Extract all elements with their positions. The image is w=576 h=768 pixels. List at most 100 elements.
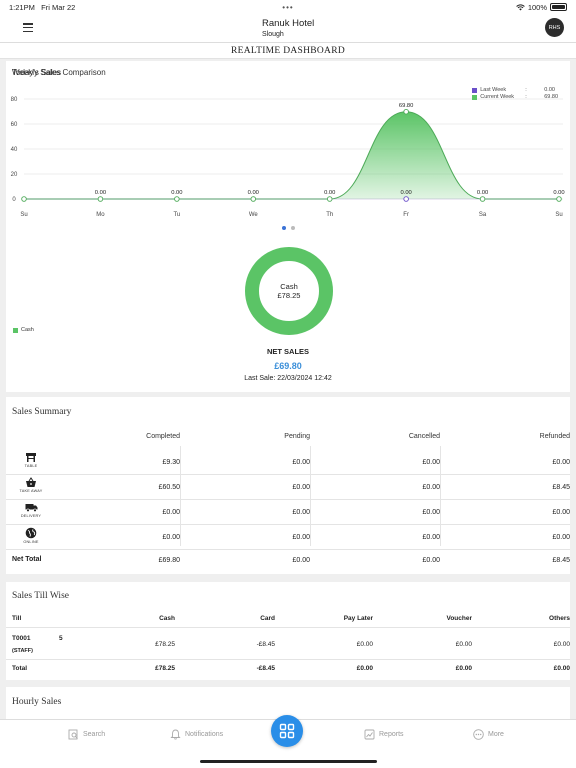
pager-dot-active[interactable] <box>282 226 286 230</box>
till-others: £0.00 <box>553 641 570 648</box>
current-week-point <box>479 196 486 202</box>
current-week-point <box>250 196 257 202</box>
column-voucher: Voucher <box>446 615 472 622</box>
donut-value: £78.25 <box>277 291 301 300</box>
todays-sales-title: Today's Sales <box>12 68 62 77</box>
data-label: 0.00 <box>95 190 106 196</box>
summary-row-takeaway[interactable]: TAKE AWAY £60.50 £0.00 £0.00 £8.45 <box>6 475 570 500</box>
till-pay-later: £0.00 <box>356 641 373 648</box>
x-tick-label: Mo <box>96 212 105 218</box>
chart-pager[interactable] <box>282 226 295 230</box>
donut-category: Cash <box>280 282 298 291</box>
tab-notifications[interactable]: Notifications <box>170 729 223 740</box>
current-week-point <box>326 196 333 202</box>
x-tick-label: Su <box>555 212 562 218</box>
bell-icon <box>170 729 181 740</box>
x-tick-label: Sa <box>479 212 487 218</box>
last-sale-text: Last Sale: 22/03/2024 12:42 <box>244 375 332 382</box>
multitasking-dots[interactable]: ••• <box>282 2 294 12</box>
net-total-cancelled: £0.00 <box>422 557 440 564</box>
wifi-icon <box>516 3 525 10</box>
weekly-sales-card: Weekly Sales Comparison 0 20 40 60 80 Su Mo Tu W… <box>6 61 570 392</box>
till-card: -£8.45 <box>256 641 275 648</box>
column-card: Card <box>260 615 275 622</box>
home-indicator[interactable] <box>200 760 377 763</box>
battery-icon <box>550 3 567 11</box>
summary-row-type: DELIVERY <box>18 502 44 518</box>
refunded-value: £8.45 <box>552 484 570 491</box>
todays-sales-donut[interactable]: Cash £78.25 <box>244 246 334 336</box>
sales-till-wise-card: Sales Till Wise Till Cash Card Pay Later… <box>6 582 570 680</box>
row-divider <box>6 659 570 660</box>
takeaway-basket-icon <box>26 477 36 487</box>
pager-dot[interactable] <box>291 226 295 230</box>
net-sales-label: NET SALES <box>266 347 310 356</box>
table-icon <box>26 453 36 462</box>
hamburger-menu-icon[interactable] <box>23 23 33 32</box>
legend-swatch-last-week <box>472 88 478 93</box>
till-voucher: £0.00 <box>455 641 472 648</box>
cancelled-value: £0.00 <box>422 509 440 516</box>
total-others: £0.00 <box>553 665 570 672</box>
donut-legend: Cash <box>13 327 34 333</box>
avatar[interactable]: RHS <box>545 18 564 37</box>
data-label: 0.00 <box>171 190 182 196</box>
completed-value: £60.50 <box>158 484 180 491</box>
hotel-location: Slough <box>262 31 284 38</box>
x-tick-label: Th <box>326 212 333 218</box>
last-week-point <box>403 196 409 202</box>
summary-row-type: TAKE AWAY <box>18 477 44 493</box>
total-pay-later: £0.00 <box>356 665 373 672</box>
donut-center-label: Cash £78.25 <box>244 282 334 300</box>
summary-row-online[interactable]: ONLINE £0.00 £0.00 £0.00 £0.00 <box>6 525 570 550</box>
home-grid-button[interactable] <box>271 715 303 747</box>
y-tick-label: 0 <box>12 197 16 203</box>
summary-row-table[interactable]: TABLE £9.30 £0.00 £0.00 £0.00 <box>6 450 570 475</box>
current-week-point <box>21 196 27 202</box>
globe-icon <box>25 527 37 539</box>
tab-label: More <box>488 731 504 738</box>
sales-till-wise-title: Sales Till Wise <box>12 591 69 601</box>
cancelled-value: £0.00 <box>422 484 440 491</box>
row-divider <box>6 627 570 628</box>
legend-label: Current Week <box>480 94 515 100</box>
current-week-line <box>24 111 559 200</box>
legend-swatch-cash <box>13 327 18 333</box>
weekly-sales-chart[interactable]: 0 20 40 60 80 Su Mo Tu We Th Fr Sa Su 0.00 0.00 0.00 0.0… <box>6 61 570 221</box>
grid-icon <box>279 723 295 739</box>
completed-value: £0.00 <box>162 509 180 516</box>
net-sales-value: £69.80 <box>274 361 302 371</box>
legend-separator: : <box>525 94 527 100</box>
sales-summary-title: Sales Summary <box>12 407 72 417</box>
row-type-label: DELIVERY <box>20 514 42 518</box>
current-week-point <box>403 109 409 115</box>
row-type-label: TABLE <box>24 464 38 468</box>
refunded-value: £0.00 <box>552 509 570 516</box>
tab-label: Search <box>83 731 106 738</box>
tab-label: Notifications <box>185 731 224 738</box>
weekly-sales-title: Weekly Sales Comparison <box>12 68 106 77</box>
summary-row-type: TABLE <box>18 452 44 468</box>
row-type-label: TAKE AWAY <box>19 489 43 493</box>
data-label: 0.00 <box>477 190 488 196</box>
net-total-pending: £0.00 <box>292 557 310 564</box>
summary-row-delivery[interactable]: DELIVERY £0.00 £0.00 £0.00 £0.00 <box>6 500 570 525</box>
net-total-completed: £69.80 <box>158 557 180 564</box>
summary-row-type: ONLINE <box>18 527 44 544</box>
tab-search[interactable]: Search <box>68 729 105 740</box>
app-header: Ranuk Hotel Slough RHS <box>0 14 576 43</box>
y-tick-label: 60 <box>11 122 18 128</box>
column-divider <box>310 446 311 546</box>
column-cancelled: Cancelled <box>408 433 440 440</box>
legend-last-week: Last Week : 0.00 <box>472 87 558 94</box>
status-time-date: 1:21PM Fri Mar 22 <box>9 3 75 12</box>
hourly-sales-title: Hourly Sales <box>12 697 62 707</box>
x-tick-label: Su <box>20 212 27 218</box>
donut-ring <box>245 247 333 335</box>
pending-value: £0.00 <box>292 484 310 491</box>
tab-reports[interactable]: Reports <box>364 729 404 740</box>
legend-current-week: Current Week : 69.80 <box>472 94 558 101</box>
data-label: 0.00 <box>553 190 564 196</box>
tab-more[interactable]: More <box>473 729 504 740</box>
more-icon <box>473 729 484 740</box>
